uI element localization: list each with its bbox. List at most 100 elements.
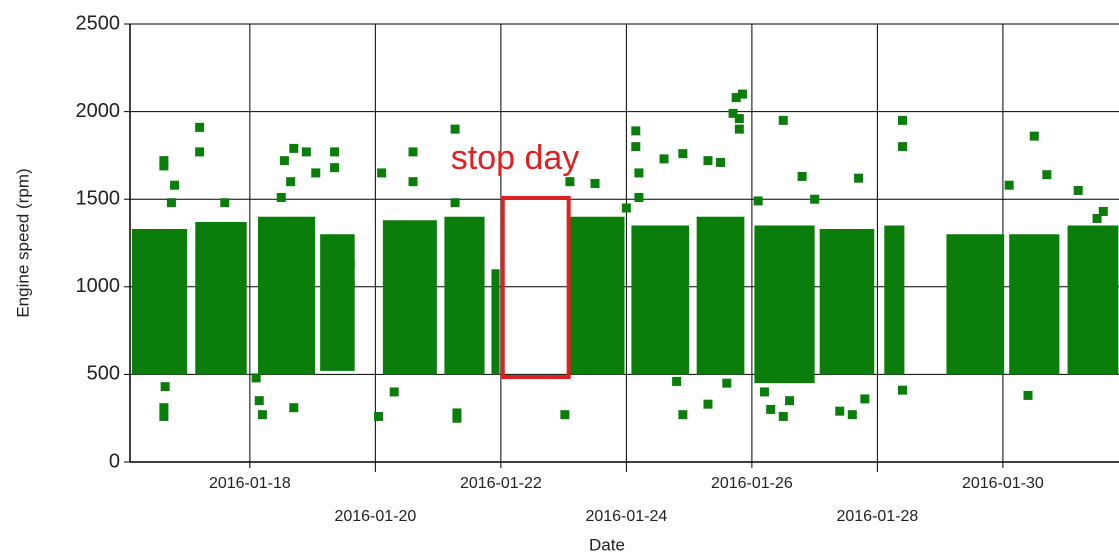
point	[737, 89, 747, 99]
point	[257, 410, 267, 420]
point-cluster	[491, 269, 500, 375]
point	[170, 180, 180, 190]
point	[450, 198, 460, 208]
point	[703, 399, 713, 409]
point	[785, 396, 795, 406]
point	[678, 410, 688, 420]
point	[703, 156, 713, 166]
point	[254, 396, 264, 406]
y-tick-label: 2500	[76, 12, 121, 34]
annotation-text: stop day	[451, 139, 580, 177]
point	[1023, 390, 1033, 400]
point	[286, 177, 296, 187]
x-tick-label: 2016-01-20	[334, 508, 416, 525]
point	[778, 411, 788, 421]
point-cluster	[946, 234, 1005, 375]
point	[659, 154, 669, 164]
point	[621, 203, 631, 213]
point	[195, 147, 205, 157]
point	[797, 171, 807, 181]
point	[330, 147, 340, 157]
point	[251, 373, 261, 383]
point	[1092, 213, 1102, 223]
point-cluster	[320, 234, 355, 371]
point	[159, 403, 169, 413]
point-cluster	[1067, 225, 1119, 375]
point	[408, 147, 418, 157]
x-tick-label: 2016-01-30	[962, 475, 1044, 492]
point	[897, 142, 907, 152]
point	[408, 177, 418, 187]
point	[734, 124, 744, 134]
point	[452, 408, 462, 418]
point-cluster	[382, 220, 437, 375]
point-cluster	[258, 216, 316, 375]
point	[634, 192, 644, 202]
point	[734, 114, 744, 124]
point	[672, 376, 682, 386]
point	[560, 410, 570, 420]
point	[731, 93, 741, 103]
point	[860, 394, 870, 404]
point-cluster	[884, 225, 905, 375]
y-tick-label: 500	[87, 363, 120, 385]
point-cluster	[1009, 234, 1060, 375]
point	[897, 385, 907, 395]
point	[716, 157, 726, 167]
point-cluster	[631, 225, 690, 375]
point-cluster	[754, 225, 815, 384]
point	[160, 382, 170, 392]
y-tick-label: 1500	[76, 187, 121, 209]
point	[631, 126, 641, 136]
point	[195, 122, 205, 132]
point	[279, 156, 289, 166]
point	[897, 115, 907, 125]
point	[854, 173, 864, 183]
x-tick-label: 2016-01-18	[209, 475, 291, 492]
point	[159, 161, 169, 171]
y-axis-label: Engine speed (rpm)	[13, 168, 32, 317]
point	[728, 108, 738, 118]
y-tick-label: 1000	[76, 275, 121, 297]
point	[345, 259, 355, 269]
point	[1098, 206, 1108, 216]
point-cluster	[131, 228, 188, 375]
point	[276, 192, 286, 202]
point	[166, 198, 176, 208]
point	[759, 387, 769, 397]
point	[1042, 170, 1052, 180]
point	[289, 403, 299, 413]
point	[1073, 185, 1083, 195]
point	[634, 168, 644, 178]
x-tick-label: 2016-01-22	[460, 475, 542, 492]
point	[345, 280, 355, 290]
point	[330, 163, 340, 173]
point-cluster	[696, 216, 745, 375]
point	[590, 178, 600, 188]
point	[810, 194, 820, 204]
y-tick-label: 2000	[76, 100, 121, 122]
point	[374, 411, 384, 421]
point	[220, 198, 230, 208]
point	[159, 156, 169, 166]
point	[311, 168, 321, 178]
point	[847, 410, 857, 420]
point-cluster	[819, 228, 875, 375]
point	[389, 387, 399, 397]
point	[450, 124, 460, 134]
point	[766, 404, 776, 414]
point	[565, 177, 575, 187]
point	[159, 411, 169, 421]
point-cluster	[195, 221, 247, 375]
annotation-box	[500, 195, 571, 380]
y-tick-label: 0	[109, 450, 120, 472]
x-tick-label: 2016-01-24	[585, 508, 667, 525]
point	[678, 149, 688, 159]
point	[778, 115, 788, 125]
point	[301, 147, 311, 157]
point	[289, 143, 299, 153]
point-cluster	[569, 216, 625, 375]
point	[452, 413, 462, 423]
point	[1029, 131, 1039, 141]
point	[753, 196, 763, 206]
